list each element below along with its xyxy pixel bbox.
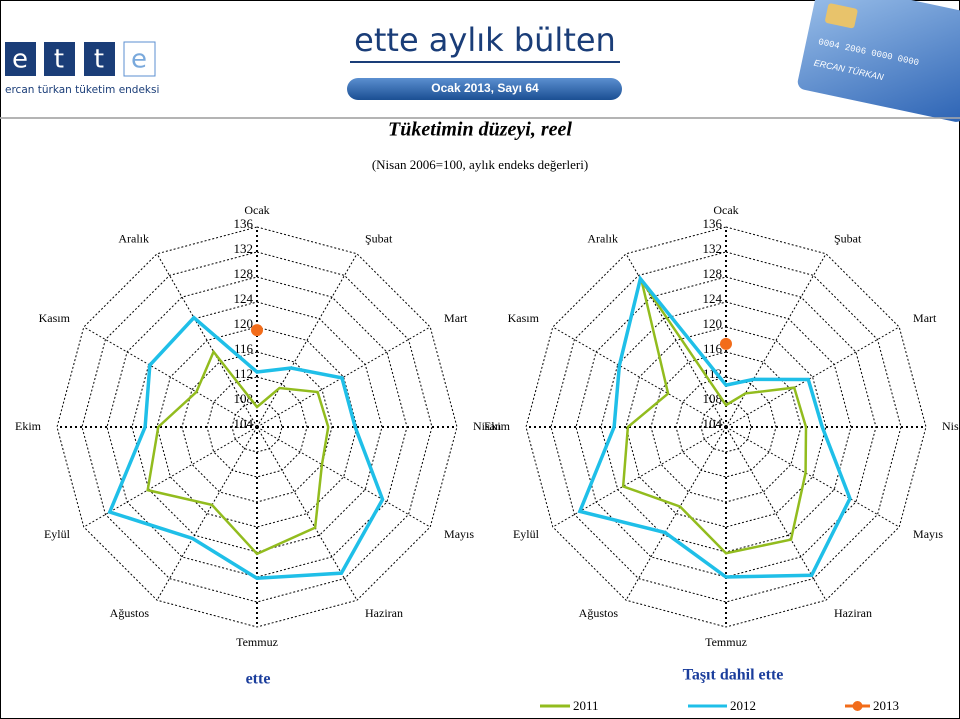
category-label: Mayıs xyxy=(444,527,474,541)
logo-box xyxy=(5,42,36,76)
issue-bar xyxy=(347,78,622,100)
category-label: Temmuz xyxy=(705,635,747,649)
category-label: Haziran xyxy=(834,606,872,620)
category-label: Aralık xyxy=(118,232,149,246)
grid-ring xyxy=(181,351,333,503)
category-label: Nisan xyxy=(473,419,501,433)
grid-ring xyxy=(625,326,827,528)
chart-title: ette xyxy=(246,671,271,688)
r-tick-label: 116 xyxy=(703,341,723,356)
spoke xyxy=(256,426,358,601)
grid-ring xyxy=(56,226,458,628)
r-tick-label: 132 xyxy=(234,241,254,256)
r-tick-label: 136 xyxy=(234,216,254,231)
grid-ring xyxy=(700,401,752,453)
logo-box xyxy=(123,41,156,77)
figure-title: Tüketimin düzeyi, reel xyxy=(388,119,572,141)
card-image: 0004 2006 0000 0000 ERCAN TÜRKAN xyxy=(797,0,960,122)
logo-box xyxy=(84,42,115,76)
r-tick-label: 120 xyxy=(703,316,723,331)
logo-letter: e xyxy=(12,45,28,75)
logo-box xyxy=(44,42,75,76)
spoke xyxy=(725,426,900,528)
charts: 104108112116120124128132136OcakŞubatMart… xyxy=(15,203,960,713)
r-tick-label: 116 xyxy=(234,341,254,356)
category-label: Kasım xyxy=(508,311,540,325)
logo-caption: ercan türkan tüketim endeksi xyxy=(5,84,159,96)
issue-label: Ocak 2013, Sayı 64 xyxy=(431,81,539,95)
category-label: Eylül xyxy=(513,527,540,541)
category-label: Nisan xyxy=(942,419,960,433)
category-label: Ekim xyxy=(15,419,42,433)
category-label: Eylül xyxy=(44,527,71,541)
grid-ring xyxy=(650,351,802,503)
legend-label: 2013 xyxy=(873,698,899,713)
category-label: Mart xyxy=(444,311,468,325)
spoke xyxy=(156,426,258,601)
series-marker xyxy=(251,324,263,337)
r-tick-label: 104 xyxy=(703,416,723,431)
r-tick-label: 128 xyxy=(703,266,723,281)
r-tick-label: 112 xyxy=(234,366,253,381)
category-label: Ağustos xyxy=(579,606,619,620)
category-label: Şubat xyxy=(834,232,862,246)
category-label: Temmuz xyxy=(236,635,278,649)
spoke xyxy=(625,426,727,601)
spoke xyxy=(725,253,827,428)
category-label: Ekim xyxy=(484,419,511,433)
grid-ring xyxy=(131,301,383,553)
category-label: Haziran xyxy=(365,606,403,620)
card-chip xyxy=(825,3,858,29)
grid-ring xyxy=(550,251,902,603)
spoke xyxy=(552,426,727,528)
legend-marker xyxy=(852,701,863,711)
grid-ring xyxy=(525,226,927,628)
series-marker xyxy=(720,337,732,350)
bulletin-title: ette aylık bülten xyxy=(354,21,616,59)
logo: e t t e ercan türkan tüketim endeksi xyxy=(5,41,159,96)
category-label: Mart xyxy=(913,311,937,325)
logo-letter: t xyxy=(54,45,64,75)
grid-ring xyxy=(231,401,283,453)
r-tick-label: 128 xyxy=(234,266,254,281)
spoke xyxy=(256,326,431,428)
category-label: Ocak xyxy=(244,203,269,217)
spoke xyxy=(256,253,358,428)
grid-ring xyxy=(81,251,433,603)
figure-subtitle: (Nisan 2006=100, aylık endeks değerleri) xyxy=(372,157,588,172)
category-label: Aralık xyxy=(587,232,618,246)
logo-letter: e xyxy=(131,45,147,75)
r-tick-label: 124 xyxy=(234,291,254,306)
series-line xyxy=(621,280,808,555)
spoke xyxy=(83,426,258,528)
r-tick-label: 124 xyxy=(703,291,723,306)
category-label: Ocak xyxy=(713,203,738,217)
series-line xyxy=(146,349,330,556)
category-label: Ağustos xyxy=(110,606,150,620)
r-tick-label: 108 xyxy=(703,391,723,406)
spoke xyxy=(725,426,827,601)
r-tick-label: 120 xyxy=(234,316,254,331)
series-line xyxy=(107,315,385,581)
spoke xyxy=(725,326,900,428)
r-tick-label: 132 xyxy=(703,241,723,256)
legend-label: 2011 xyxy=(573,698,599,713)
grid-ring xyxy=(156,326,358,528)
spoke xyxy=(256,426,431,528)
r-tick-label: 104 xyxy=(234,416,254,431)
r-tick-label: 136 xyxy=(703,216,723,231)
category-label: Mayıs xyxy=(913,527,943,541)
category-label: Şubat xyxy=(365,232,393,246)
legend-label: 2012 xyxy=(730,698,756,713)
chart-title: Taşıt dahil ette xyxy=(683,667,784,684)
logo-letter: t xyxy=(94,45,104,75)
series-line xyxy=(577,274,852,579)
category-label: Kasım xyxy=(39,311,71,325)
